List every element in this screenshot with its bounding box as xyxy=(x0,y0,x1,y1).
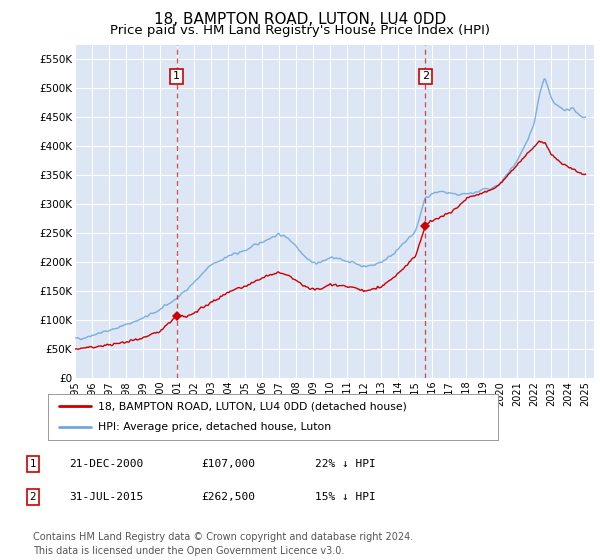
Text: 15% ↓ HPI: 15% ↓ HPI xyxy=(315,492,376,502)
Text: 18, BAMPTON ROAD, LUTON, LU4 0DD: 18, BAMPTON ROAD, LUTON, LU4 0DD xyxy=(154,12,446,27)
Text: HPI: Average price, detached house, Luton: HPI: Average price, detached house, Luto… xyxy=(97,422,331,432)
Text: Contains HM Land Registry data © Crown copyright and database right 2024.
This d: Contains HM Land Registry data © Crown c… xyxy=(33,533,413,556)
Text: 18, BAMPTON ROAD, LUTON, LU4 0DD (detached house): 18, BAMPTON ROAD, LUTON, LU4 0DD (detach… xyxy=(97,401,406,411)
Text: 22% ↓ HPI: 22% ↓ HPI xyxy=(315,459,376,469)
Text: £107,000: £107,000 xyxy=(201,459,255,469)
Text: 2: 2 xyxy=(29,492,37,502)
Text: 1: 1 xyxy=(173,72,180,81)
Text: Price paid vs. HM Land Registry's House Price Index (HPI): Price paid vs. HM Land Registry's House … xyxy=(110,24,490,37)
Text: 2: 2 xyxy=(422,72,429,81)
Text: 31-JUL-2015: 31-JUL-2015 xyxy=(69,492,143,502)
Text: £262,500: £262,500 xyxy=(201,492,255,502)
Text: 21-DEC-2000: 21-DEC-2000 xyxy=(69,459,143,469)
Text: 1: 1 xyxy=(29,459,37,469)
